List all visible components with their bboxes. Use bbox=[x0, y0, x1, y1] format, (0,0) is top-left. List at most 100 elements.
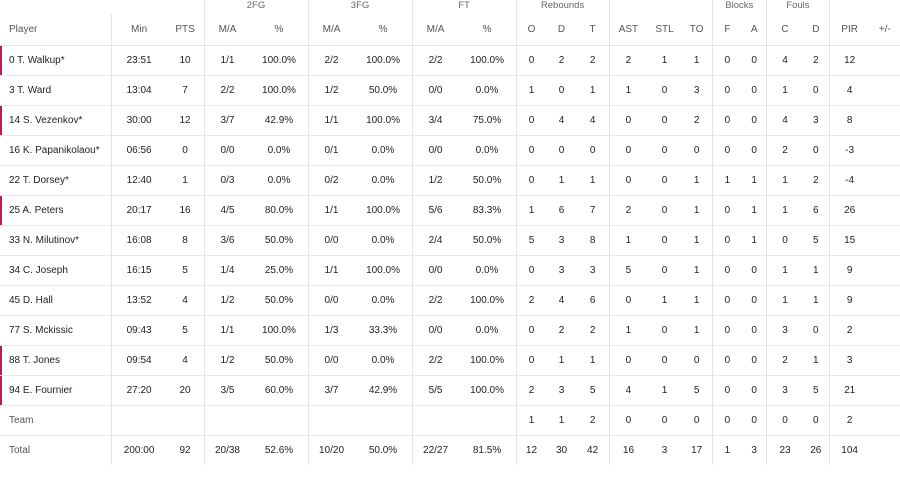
player-name-link[interactable]: 0 T. Walkup* bbox=[0, 45, 112, 76]
stat-min: 23:51 bbox=[110, 45, 167, 76]
stat-min: 09:54 bbox=[110, 345, 167, 376]
stat-blk-f: 0 bbox=[711, 195, 743, 226]
col-header-ft-ma[interactable]: M/A bbox=[411, 14, 459, 46]
col-header-stl[interactable]: STL bbox=[647, 14, 682, 46]
stat-reb-o: 0 bbox=[515, 345, 547, 376]
col-header-pts[interactable]: PTS bbox=[166, 14, 204, 46]
col-header-to[interactable]: TO bbox=[681, 14, 713, 46]
group-blocks: Blocks bbox=[711, 0, 767, 14]
stat-pir: -4 bbox=[828, 165, 870, 196]
col-header-reb-d[interactable]: D bbox=[546, 14, 577, 46]
stat-reb-d: 4 bbox=[546, 285, 577, 316]
stat-blk-a: 0 bbox=[742, 375, 767, 406]
group-spacer-3 bbox=[828, 0, 900, 14]
stat-ft-ma: 2/2 bbox=[411, 285, 459, 316]
stat-ast: 2 bbox=[608, 45, 648, 76]
stat-reb-o: 2 bbox=[515, 285, 547, 316]
player-name-link[interactable]: 3 T. Ward bbox=[0, 75, 112, 106]
player-name-link[interactable]: 22 T. Dorsey* bbox=[0, 165, 112, 196]
stat-min: 200:00 bbox=[110, 435, 167, 465]
stat-2fg-pct: 100.0% bbox=[250, 45, 309, 76]
stat-ft-ma: 0/0 bbox=[411, 315, 459, 346]
player-row: 22 T. Dorsey* 12:40 1 0/3 0.0% 0/2 0.0% 1/2 50.0… bbox=[0, 165, 900, 196]
stat-ft-pct: 50.0% bbox=[458, 165, 517, 196]
col-header-ast[interactable]: AST bbox=[608, 14, 648, 46]
stat-pir: 9 bbox=[828, 285, 870, 316]
stat-pts: 5 bbox=[166, 315, 204, 346]
stat-to: 1 bbox=[681, 165, 713, 196]
stat-blk-a: 1 bbox=[742, 195, 767, 226]
player-name-link[interactable]: 14 S. Vezenkov* bbox=[0, 105, 112, 136]
col-header-pir[interactable]: PIR bbox=[828, 14, 870, 46]
stat-pir: 12 bbox=[828, 45, 870, 76]
stat-2fg-ma: 1/1 bbox=[203, 45, 251, 76]
col-header-blk-f[interactable]: F bbox=[711, 14, 743, 46]
stat-reb-d: 3 bbox=[546, 375, 577, 406]
col-header-2fg-pct[interactable]: % bbox=[250, 14, 309, 46]
col-header-foul-c[interactable]: C bbox=[766, 14, 803, 46]
stat-plus-minus bbox=[869, 105, 900, 136]
stat-pts: 8 bbox=[166, 225, 204, 256]
stat-foul-c: 1 bbox=[766, 75, 803, 106]
col-header-reb-t[interactable]: T bbox=[576, 14, 610, 46]
stat-min bbox=[110, 405, 167, 436]
stat-min: 27:20 bbox=[110, 375, 167, 406]
stat-ft-ma: 2/4 bbox=[411, 225, 459, 256]
col-header-plus-minus[interactable]: +/- bbox=[869, 14, 900, 46]
player-name-link[interactable]: 77 S. Mckissic bbox=[0, 315, 112, 346]
total-row: Total 200:00 92 20/38 52.6% 10/20 50.0% 22/27 81… bbox=[0, 435, 900, 465]
stat-stl: 0 bbox=[647, 165, 682, 196]
stat-to: 1 bbox=[681, 255, 713, 286]
player-name-link[interactable]: 16 K. Papanikolaou* bbox=[0, 135, 112, 166]
stat-to: 1 bbox=[681, 195, 713, 226]
stat-pir: -3 bbox=[828, 135, 870, 166]
stat-reb-t: 4 bbox=[576, 105, 610, 136]
stat-ast: 0 bbox=[608, 285, 648, 316]
total-label: Total bbox=[9, 445, 31, 456]
player-name-link[interactable]: 25 A. Peters bbox=[0, 195, 112, 226]
col-header-foul-d[interactable]: D bbox=[802, 14, 830, 46]
stat-ft-pct: 100.0% bbox=[458, 45, 517, 76]
col-header-min[interactable]: Min bbox=[110, 14, 167, 46]
stat-pts: 16 bbox=[166, 195, 204, 226]
stat-foul-d: 0 bbox=[802, 75, 830, 106]
stat-stl: 0 bbox=[647, 135, 682, 166]
stat-foul-d: 0 bbox=[802, 315, 830, 346]
group-rebounds: Rebounds bbox=[515, 0, 610, 14]
stat-3fg-ma: 2/2 bbox=[307, 45, 355, 76]
stat-blk-a: 0 bbox=[742, 255, 767, 286]
column-header-row: Player Min PTS M/A% M/A% M/A% O D T AST STL TO F A C D P… bbox=[0, 14, 900, 46]
player-name-link[interactable]: 34 C. Joseph bbox=[0, 255, 112, 286]
player-name-link[interactable]: 45 D. Hall bbox=[0, 285, 112, 316]
team-row: Team 1 1 2 0 0 0 0 0 0 0 2 bbox=[0, 405, 900, 436]
stat-ft-pct: 100.0% bbox=[458, 375, 517, 406]
stat-reb-o: 0 bbox=[515, 255, 547, 286]
stat-3fg-ma: 1/1 bbox=[307, 255, 355, 286]
stat-reb-d: 1 bbox=[546, 165, 577, 196]
stat-reb-o: 1 bbox=[515, 195, 547, 226]
player-row: 94 E. Fournier 27:20 20 3/5 60.0% 3/7 42.9% 5/5… bbox=[0, 375, 900, 406]
col-header-ft-pct[interactable]: % bbox=[458, 14, 517, 46]
stat-to: 17 bbox=[691, 445, 703, 456]
col-header-3fg-pct[interactable]: % bbox=[354, 14, 413, 46]
stat-reb-d: 1 bbox=[546, 405, 577, 436]
stat-blk-f: 0 bbox=[711, 405, 743, 436]
col-header-blk-a[interactable]: A bbox=[742, 14, 767, 46]
stat-blk-f: 0 bbox=[711, 285, 743, 316]
player-name-link[interactable]: 33 N. Milutinov* bbox=[0, 225, 112, 256]
stat-foul-d: 1 bbox=[802, 285, 830, 316]
col-header-reb-o[interactable]: O bbox=[515, 14, 547, 46]
stat-3fg-ma: 0/0 bbox=[307, 345, 355, 376]
player-name-link[interactable]: 88 T. Jones bbox=[0, 345, 112, 376]
stat-blk-a: 0 bbox=[742, 315, 767, 346]
col-header-3fg-ma[interactable]: M/A bbox=[307, 14, 355, 46]
stat-plus-minus bbox=[869, 285, 900, 316]
stat-reb-t: 6 bbox=[576, 285, 610, 316]
player-name-link[interactable]: 94 E. Fournier bbox=[0, 375, 112, 406]
stat-ast: 0 bbox=[608, 135, 648, 166]
stat-reb-d: 0 bbox=[546, 75, 577, 106]
stat-3fg-pct: 0.0% bbox=[354, 285, 413, 316]
stat-stl: 3 bbox=[661, 445, 668, 456]
stat-reb-o: 1 bbox=[515, 405, 547, 436]
col-header-2fg-ma[interactable]: M/A bbox=[203, 14, 251, 46]
